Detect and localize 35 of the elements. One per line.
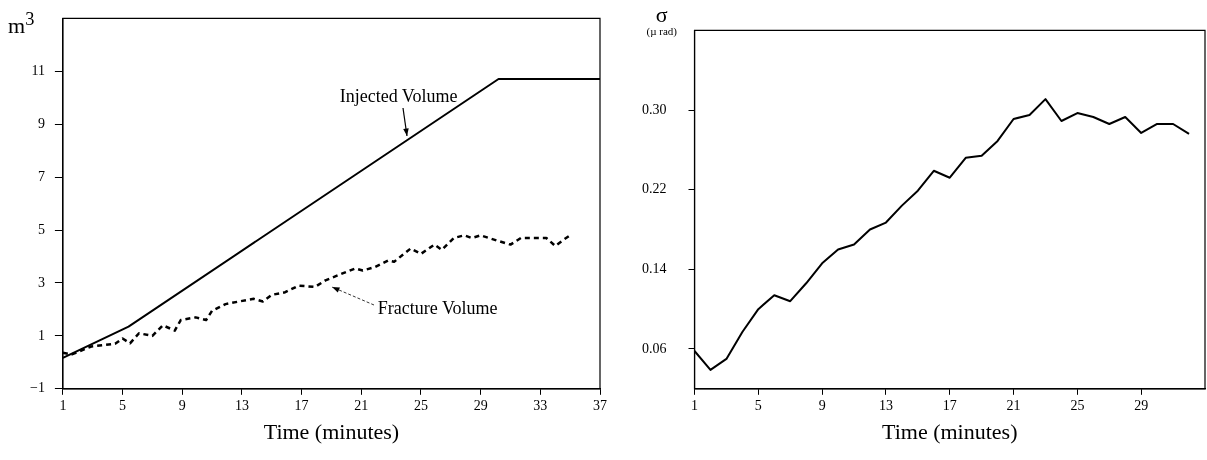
y-tick-label: 11: [31, 62, 45, 78]
x-tick-label: 29: [473, 397, 488, 413]
x-tick-label: 1: [59, 397, 67, 413]
x-tick-label: 13: [878, 397, 893, 413]
y-tick-label: 0.14: [642, 261, 667, 277]
x-tick-label: 9: [178, 397, 186, 413]
x-tick-label: 1: [691, 397, 698, 413]
y-axis-title: σ (µ rad): [646, 2, 677, 37]
legend-label: Fracture Volume: [377, 297, 498, 318]
x-tick-label: 5: [754, 397, 762, 413]
x-tick-label: 25: [1070, 397, 1085, 413]
x-tick-label: 21: [1006, 397, 1021, 413]
y-axis-title: m$^{3}$: [8, 9, 35, 39]
y-tick-label: 7: [37, 168, 45, 184]
y-tick-label: 9: [37, 115, 45, 131]
y-tick-label: 0.06: [642, 340, 667, 356]
y-tick-label: 0.30: [642, 101, 667, 117]
x-axis-title: Time (minutes): [263, 418, 400, 444]
y-tick-label: 5: [37, 221, 45, 237]
x-tick-label: 17: [942, 397, 957, 413]
y-tick-label: 0.22: [642, 181, 667, 197]
x-tick-label: 13: [234, 397, 249, 413]
x-axis-title: Time (minutes): [882, 418, 1018, 444]
y-tick-label: 1: [37, 327, 45, 343]
x-tick-label: 37: [593, 397, 607, 413]
x-tick-label: 33: [533, 397, 548, 413]
y-tick-label: 3: [37, 274, 45, 290]
x-tick-label: 5: [119, 397, 127, 413]
x-tick-label: 9: [818, 397, 826, 413]
x-tick-label: 21: [354, 397, 369, 413]
x-tick-label: 29: [1134, 397, 1149, 413]
series-label: Injected Volume: [339, 86, 458, 107]
x-tick-label: 17: [294, 397, 309, 413]
x-tick-label: 25: [413, 397, 428, 413]
y-tick-label: −1: [29, 380, 45, 396]
